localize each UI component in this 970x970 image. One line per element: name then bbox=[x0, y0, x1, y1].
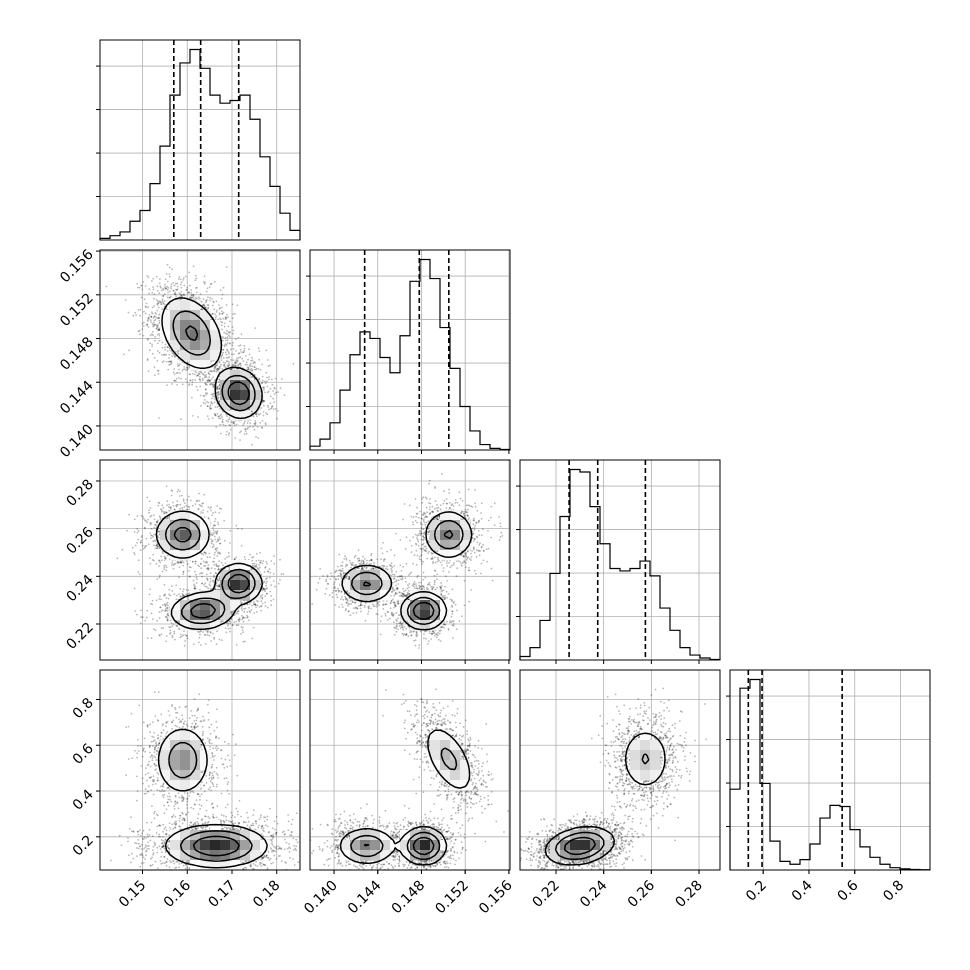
pair-content bbox=[100, 670, 300, 870]
hist-panel-2 bbox=[516, 459, 721, 661]
hist-panel-1 bbox=[306, 249, 511, 451]
pair-grid bbox=[520, 670, 720, 870]
y-tick-label: 0.2 bbox=[70, 832, 97, 859]
x-tick-label: 0.148 bbox=[389, 878, 429, 918]
pair-content bbox=[310, 670, 510, 870]
pair-frame bbox=[99, 459, 301, 661]
contour-level-2 bbox=[362, 529, 454, 621]
y-tick-label: 0.8 bbox=[70, 695, 97, 722]
x-tick-label: 0.2 bbox=[743, 878, 770, 905]
x-tick-label: 0.18 bbox=[250, 878, 283, 911]
histogram-2 bbox=[519, 468, 721, 661]
contour-level-1 bbox=[554, 753, 650, 861]
y-tick-label: 0.26 bbox=[63, 524, 96, 557]
contour-level-1 bbox=[172, 310, 256, 412]
pair-content bbox=[100, 250, 300, 450]
scatter-samples bbox=[520, 687, 708, 870]
x-tick-label: 0.8 bbox=[880, 878, 907, 905]
y-tick-label: 0.4 bbox=[70, 786, 97, 813]
y-tick-label: 0.152 bbox=[57, 290, 97, 330]
x-tick-label: 0.140 bbox=[301, 878, 341, 918]
contour-level-0 bbox=[339, 729, 471, 866]
density-shading bbox=[340, 510, 471, 631]
contour-level-0 bbox=[161, 297, 263, 420]
contour-level-2 bbox=[192, 835, 240, 857]
contour-level-2 bbox=[363, 836, 435, 856]
pair-panel-2-0 bbox=[99, 459, 301, 661]
y-tick-label: 0.22 bbox=[63, 620, 96, 653]
hist-frame-0 bbox=[99, 39, 301, 241]
contour-level-0 bbox=[155, 510, 263, 631]
contour-level-2 bbox=[184, 325, 250, 406]
contour-level-1 bbox=[164, 518, 256, 625]
y-tick-label: 0.28 bbox=[63, 476, 96, 509]
x-tick-label: 0.17 bbox=[205, 878, 238, 911]
histogram-1 bbox=[309, 258, 511, 451]
y-tick-label: 0.24 bbox=[63, 572, 96, 605]
x-tick-label: 0.28 bbox=[672, 878, 705, 911]
pair-frame bbox=[309, 669, 511, 871]
x-tick-label: 0.26 bbox=[625, 877, 658, 910]
density-shading bbox=[550, 730, 661, 861]
hist-grid-3 bbox=[730, 670, 930, 870]
x-tick-label: 0.24 bbox=[577, 877, 610, 910]
x-tick-label: 0.4 bbox=[789, 877, 816, 904]
pair-frame bbox=[519, 669, 721, 871]
hist-panel-0 bbox=[96, 39, 301, 241]
contour-level-0 bbox=[544, 732, 666, 866]
y-tick-label: 0.144 bbox=[57, 378, 97, 418]
pair-content bbox=[100, 460, 300, 660]
pair-panel-1-0 bbox=[99, 249, 301, 451]
hist-frame-1 bbox=[309, 249, 511, 451]
x-tick-label: 0.144 bbox=[345, 877, 385, 917]
x-tick-label: 0.16 bbox=[161, 877, 194, 910]
contour-level-2 bbox=[173, 526, 250, 619]
contour-level-0 bbox=[157, 728, 268, 869]
pair-grid bbox=[310, 460, 510, 660]
x-tick-label: 0.6 bbox=[835, 877, 862, 904]
pair-frame bbox=[309, 459, 511, 661]
hist-panel-3 bbox=[726, 669, 931, 871]
contour-level-1 bbox=[168, 741, 253, 862]
histogram-3 bbox=[729, 678, 931, 871]
pair-content bbox=[520, 670, 720, 870]
y-tick-label: 0.156 bbox=[57, 247, 97, 287]
x-tick-label: 0.22 bbox=[529, 878, 562, 911]
contour-level-2 bbox=[563, 836, 597, 856]
pair-panel-2-1 bbox=[309, 459, 511, 661]
pair-frame bbox=[99, 669, 301, 871]
contour-level-1 bbox=[349, 747, 458, 861]
pair-content bbox=[310, 460, 510, 660]
hist-frame-3 bbox=[729, 669, 931, 871]
hist-grid-1 bbox=[310, 250, 510, 450]
y-tick-label: 0.148 bbox=[57, 334, 97, 374]
y-tick-label: 0.140 bbox=[57, 421, 97, 461]
pair-panel-3-2 bbox=[519, 669, 721, 871]
y-tick-label: 0.6 bbox=[70, 741, 97, 768]
contour-level-0 bbox=[341, 511, 473, 631]
x-tick-label: 0.15 bbox=[116, 878, 149, 911]
hist-grid-2 bbox=[520, 460, 720, 660]
pair-frame bbox=[99, 249, 301, 451]
pair-panel-3-0 bbox=[99, 669, 301, 871]
density-shading bbox=[160, 730, 271, 870]
hist-frame-2 bbox=[519, 459, 721, 661]
contour-level-1 bbox=[350, 519, 464, 625]
pair-panel-3-1 bbox=[309, 669, 511, 871]
x-tick-label: 0.156 bbox=[476, 877, 516, 917]
x-tick-label: 0.152 bbox=[432, 878, 472, 918]
